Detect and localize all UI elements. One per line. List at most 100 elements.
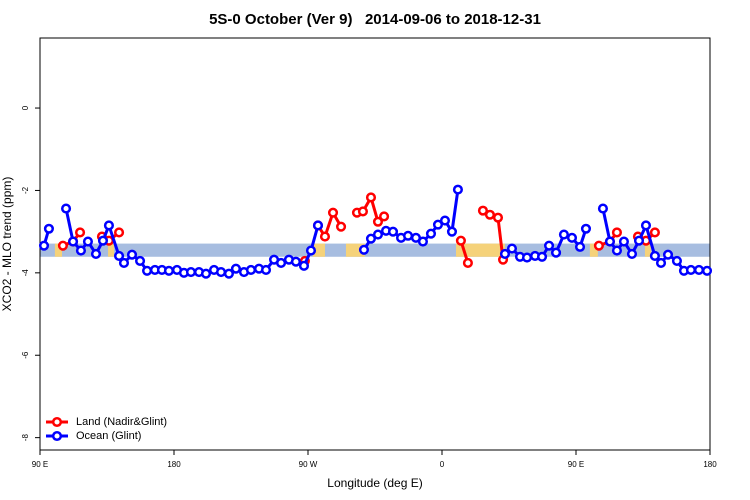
data-point bbox=[276, 257, 287, 269]
data-point bbox=[97, 235, 109, 246]
data-point bbox=[245, 264, 257, 276]
data-point bbox=[305, 245, 317, 256]
data-point bbox=[358, 244, 370, 255]
data-point bbox=[693, 264, 705, 276]
data-point bbox=[163, 265, 174, 276]
data-point bbox=[114, 227, 125, 238]
data-point bbox=[319, 231, 331, 242]
data-point bbox=[597, 203, 608, 214]
data-point bbox=[61, 203, 72, 214]
legend-label: Land (Nadir&Glint) bbox=[76, 416, 167, 428]
data-point bbox=[90, 248, 102, 259]
data-point bbox=[403, 230, 414, 241]
data-point bbox=[417, 236, 428, 247]
data-point bbox=[649, 227, 660, 238]
data-point bbox=[118, 257, 130, 269]
data-point bbox=[135, 255, 146, 266]
data-point bbox=[142, 265, 153, 276]
data-point bbox=[618, 236, 629, 247]
legend-marker bbox=[51, 430, 63, 442]
band-highlight bbox=[108, 243, 114, 257]
data-point bbox=[312, 220, 324, 231]
data-point bbox=[298, 260, 310, 271]
data-point bbox=[379, 211, 390, 222]
data-point bbox=[75, 227, 86, 238]
y-tick-label: -2 bbox=[21, 186, 30, 194]
legend-marker bbox=[51, 416, 63, 428]
data-point bbox=[455, 235, 466, 246]
data-point bbox=[452, 184, 463, 195]
data-point bbox=[43, 223, 54, 234]
data-point bbox=[499, 248, 511, 259]
band-highlight bbox=[312, 243, 325, 257]
data-point bbox=[365, 192, 377, 203]
data-point bbox=[506, 243, 518, 254]
band-highlight bbox=[54, 243, 63, 257]
data-point bbox=[484, 209, 495, 220]
data-point bbox=[439, 215, 451, 226]
data-point bbox=[327, 207, 339, 218]
data-point bbox=[580, 223, 592, 234]
data-point bbox=[544, 240, 555, 251]
x-tick-label: 90 W bbox=[299, 460, 318, 469]
data-point bbox=[655, 257, 667, 269]
data-point bbox=[446, 226, 458, 237]
data-point bbox=[114, 250, 125, 261]
data-point bbox=[649, 250, 660, 261]
data-point bbox=[626, 248, 638, 259]
band-highlight bbox=[455, 243, 505, 257]
y-tick-label: -8 bbox=[21, 434, 30, 442]
data-point bbox=[604, 236, 615, 247]
data-point bbox=[593, 240, 604, 251]
data-point bbox=[432, 219, 444, 230]
x-tick-label: 180 bbox=[167, 460, 181, 469]
data-point bbox=[103, 220, 114, 231]
data-point bbox=[260, 264, 272, 276]
x-tick-label: 90 E bbox=[568, 460, 584, 469]
data-point bbox=[372, 216, 384, 227]
data-point bbox=[38, 240, 50, 251]
data-point bbox=[611, 227, 622, 238]
y-tick-label: 0 bbox=[21, 105, 30, 110]
data-point bbox=[57, 240, 68, 251]
data-point bbox=[477, 205, 488, 216]
data-point bbox=[425, 228, 437, 239]
band-highlight bbox=[589, 243, 598, 257]
y-tick-label: -6 bbox=[21, 351, 30, 359]
legend-label: Ocean (Glint) bbox=[76, 430, 141, 442]
data-point bbox=[662, 249, 674, 260]
data-point bbox=[537, 251, 548, 262]
data-point bbox=[633, 235, 645, 246]
data-point bbox=[185, 266, 197, 278]
x-axis-label: Longitude (deg E) bbox=[327, 476, 422, 490]
data-point bbox=[365, 233, 377, 244]
chart-title: 5S-0 October (Ver 9) 2014-09-06 to 2018-… bbox=[209, 11, 541, 28]
data-point bbox=[75, 245, 86, 256]
data-point bbox=[550, 247, 562, 258]
data-point bbox=[671, 255, 682, 266]
data-point bbox=[372, 229, 384, 240]
data-point bbox=[462, 257, 473, 269]
data-point bbox=[357, 206, 368, 217]
y-axis-label: XCO2 - MLO trend (ppm) bbox=[0, 177, 14, 312]
data-point bbox=[200, 268, 212, 279]
data-point bbox=[611, 245, 622, 256]
data-point bbox=[215, 266, 227, 278]
data-point bbox=[558, 229, 569, 240]
x-tick-label: 180 bbox=[703, 460, 717, 469]
data-point bbox=[223, 268, 234, 279]
y-tick-label: -4 bbox=[21, 269, 30, 277]
data-point bbox=[126, 249, 138, 260]
x-tick-label: 90 E bbox=[32, 460, 48, 469]
data-point bbox=[701, 265, 713, 276]
data-point bbox=[640, 220, 652, 231]
data-point bbox=[82, 236, 93, 247]
data-point bbox=[290, 256, 301, 267]
band-highlight bbox=[644, 243, 651, 257]
data-point bbox=[68, 236, 79, 247]
data-point bbox=[574, 241, 586, 252]
x-tick-label: 0 bbox=[440, 460, 445, 469]
data-point bbox=[566, 232, 578, 243]
data-point bbox=[336, 221, 347, 232]
